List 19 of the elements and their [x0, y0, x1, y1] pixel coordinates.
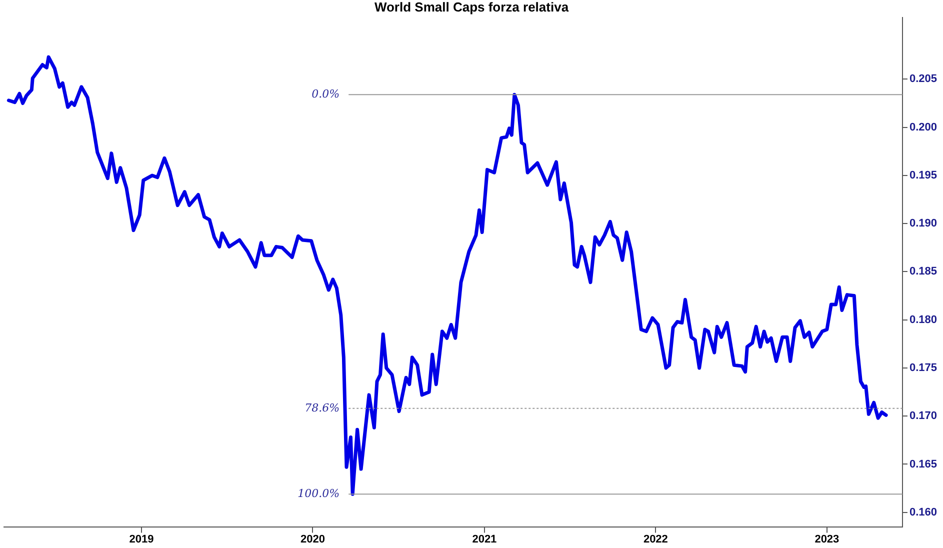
annotation: 100.0%	[298, 486, 340, 500]
annotation: 78.6%	[304, 401, 340, 414]
y-tick-label: 0.175	[909, 362, 938, 374]
y-tick-label: 0.200	[909, 121, 938, 134]
annotation: 0.0%	[312, 87, 340, 100]
y-tick-label: 0.165	[909, 458, 938, 470]
x-tick-label: 2020	[300, 533, 325, 546]
x-tick-label: 2023	[814, 533, 840, 546]
y-tick-label: 0.190	[909, 218, 938, 230]
x-tick-label: 2021	[472, 533, 497, 546]
y-tick-label: 0.170	[909, 410, 938, 422]
y-tick-label: 0.185	[909, 266, 938, 278]
y-tick-label: 0.195	[909, 169, 938, 182]
x-tick-label: 2022	[643, 533, 668, 546]
y-tick-label: 0.160	[909, 506, 938, 518]
x-tick-label: 2019	[129, 533, 154, 546]
y-tick-label: 0.205	[909, 73, 938, 86]
chart-title: World Small Caps forza relativa	[374, 0, 570, 14]
y-tick-label: 0.180	[909, 314, 938, 326]
